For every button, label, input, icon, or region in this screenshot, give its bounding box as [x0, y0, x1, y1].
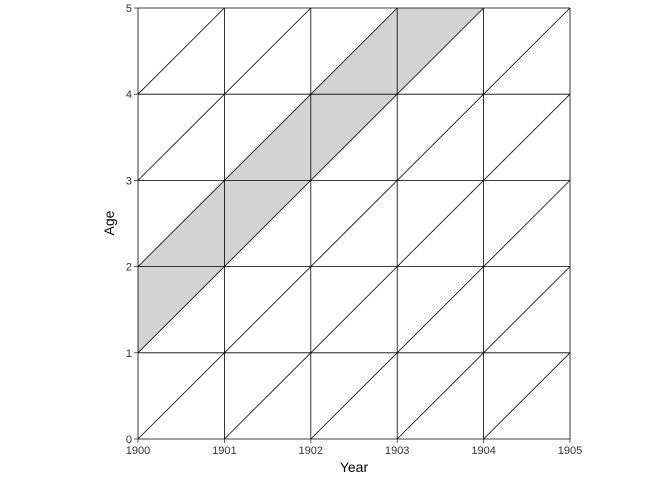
y-tick-label: 3 — [126, 175, 132, 187]
y-tick-label: 1 — [126, 348, 132, 360]
x-tick-label: 1905 — [558, 445, 582, 457]
cohort-diagonal-line — [483, 352, 571, 440]
x-tick-label: 1901 — [212, 445, 236, 457]
x-tick-label: 1903 — [385, 445, 409, 457]
y-tick-label: 5 — [126, 3, 132, 15]
cohort-diagonal-line — [224, 93, 571, 440]
x-axis-title: Year — [340, 459, 369, 475]
cohort-diagonal-line — [137, 7, 484, 354]
y-axis-title: Age — [101, 210, 117, 235]
y-tick-label: 2 — [126, 262, 132, 274]
cohort-diagonal-line — [310, 180, 571, 440]
x-tick-label: 1904 — [471, 445, 495, 457]
y-tick-label: 4 — [126, 89, 132, 101]
y-tick-label: 0 — [126, 434, 132, 446]
cohort-diagonal-line — [137, 7, 398, 267]
cohort-diagonal-line — [137, 7, 312, 181]
cohort-diagonal-line — [137, 7, 571, 440]
x-tick-label: 1900 — [126, 445, 150, 457]
x-tick-label: 1902 — [299, 445, 323, 457]
cohort-diagonal-line — [396, 266, 571, 440]
cohort-diagonal-line — [137, 7, 225, 95]
